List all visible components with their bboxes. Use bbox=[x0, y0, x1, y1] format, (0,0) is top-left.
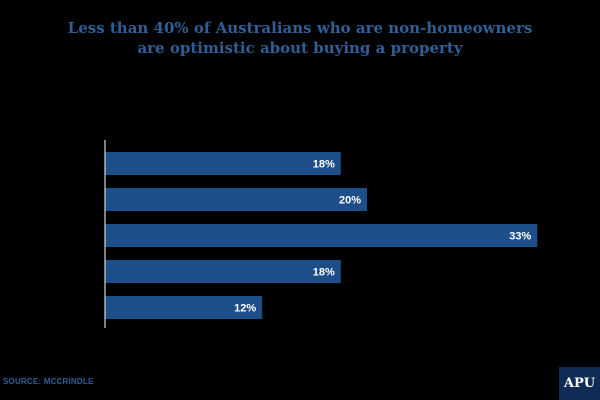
value-label-1: 18% bbox=[313, 159, 335, 171]
value-label-4: 18% bbox=[313, 267, 335, 279]
chart-title-line-1: Less than 40% of Australians who are non… bbox=[67, 19, 533, 37]
bar-5 bbox=[105, 296, 263, 319]
bar-4 bbox=[105, 260, 341, 283]
bar-1 bbox=[105, 152, 341, 175]
bar-2 bbox=[105, 188, 367, 211]
value-label-5: 12% bbox=[234, 303, 256, 315]
apu-logo: APU bbox=[559, 367, 600, 400]
chart-title: Less than 40% of Australians who are non… bbox=[0, 18, 600, 58]
value-label-2: 20% bbox=[339, 195, 361, 207]
source-note: SOURCE: MCCRINDLE bbox=[3, 377, 94, 386]
value-label-3: 33% bbox=[509, 231, 531, 243]
bar-3 bbox=[105, 224, 538, 247]
chart-title-line-2: are optimistic about buying a property bbox=[137, 39, 463, 57]
